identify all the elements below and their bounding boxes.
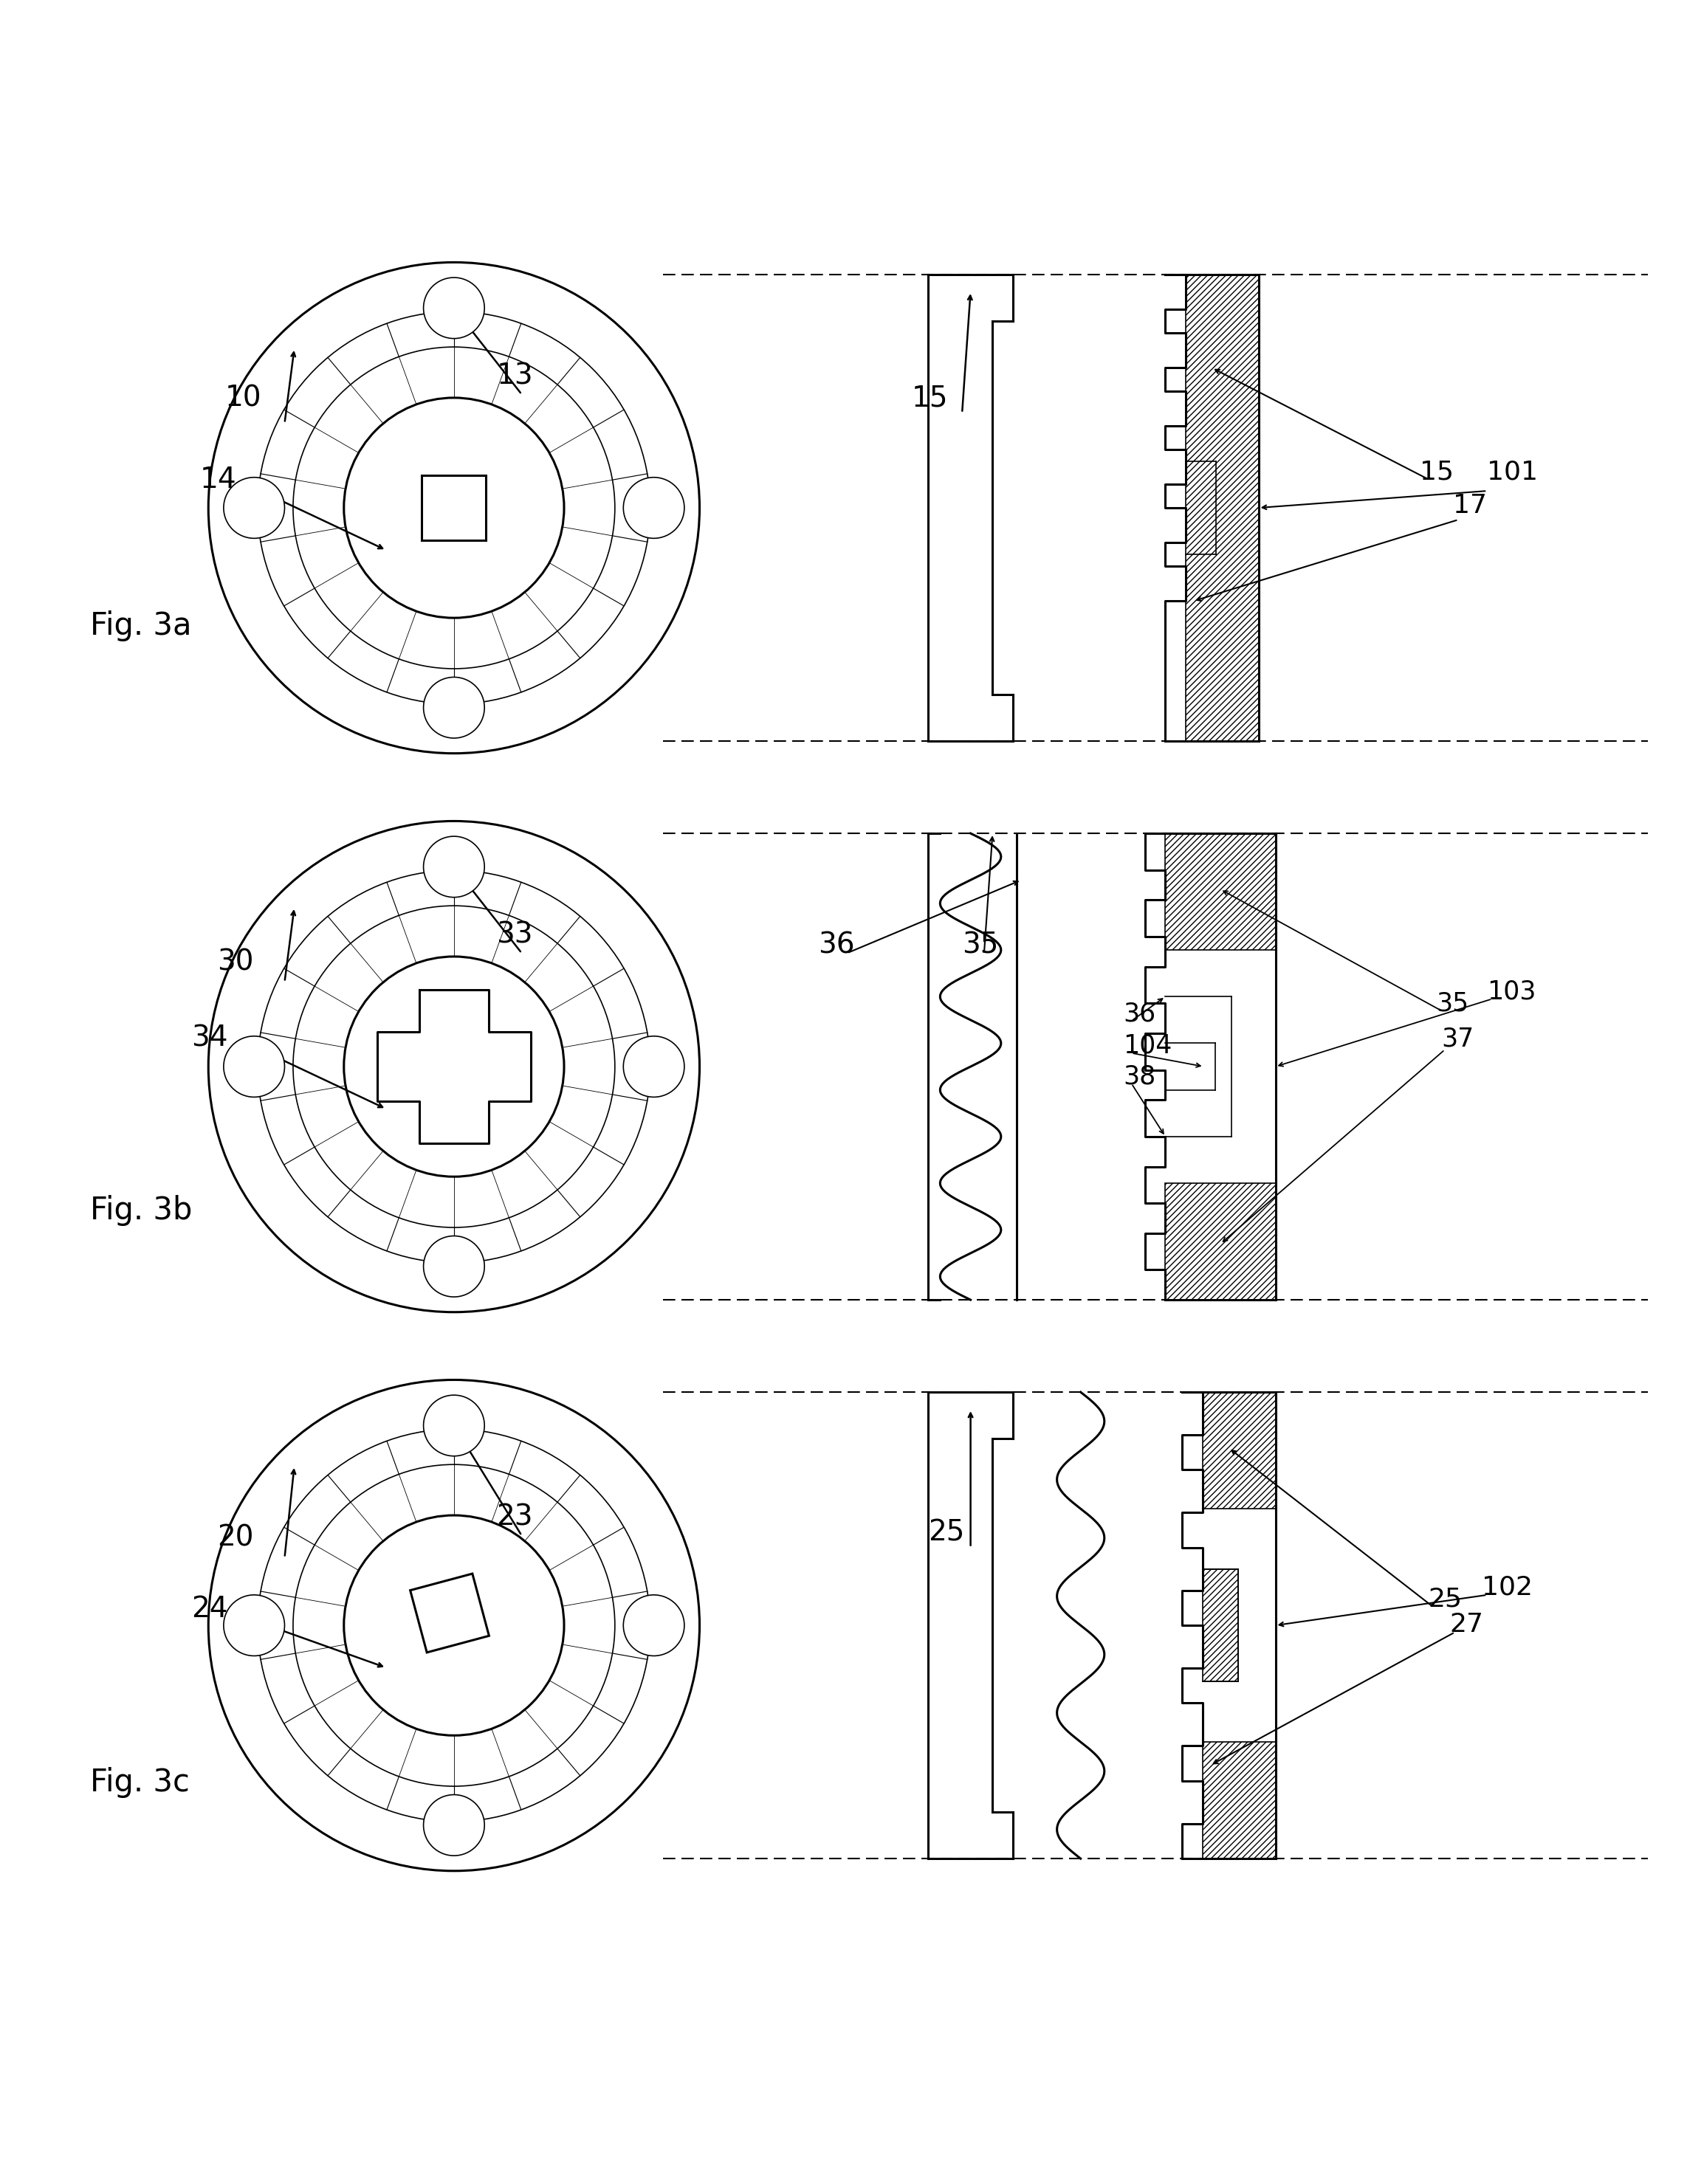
Circle shape [424,836,484,898]
Bar [1203,1391,1275,1509]
Bar [1203,1743,1275,1859]
Text: 13: 13 [496,363,533,391]
Text: 101: 101 [1488,459,1539,485]
Text: 35: 35 [963,930,999,959]
Text: 102: 102 [1482,1575,1534,1601]
Text: 15: 15 [1419,459,1454,485]
Bar [423,476,486,539]
Circle shape [424,677,484,738]
Text: 36: 36 [1123,1000,1155,1026]
Text: 14: 14 [199,465,237,494]
Text: 103: 103 [1488,978,1537,1005]
Circle shape [424,1396,484,1457]
Text: 10: 10 [225,384,262,413]
Circle shape [624,1035,685,1096]
Text: 104: 104 [1123,1033,1172,1059]
Bar [411,1575,489,1653]
Text: Fig. 3b: Fig. 3b [90,1195,193,1225]
Text: 38: 38 [1123,1064,1155,1088]
Text: Fig. 3c: Fig. 3c [90,1767,189,1797]
Text: 24: 24 [191,1594,228,1623]
Circle shape [223,1594,285,1655]
Bar [1203,1570,1239,1682]
Text: 37: 37 [1442,1026,1474,1051]
Text: 20: 20 [216,1524,254,1551]
Bar [1186,275,1259,740]
Circle shape [424,277,484,339]
Text: 15: 15 [912,384,947,413]
Text: 34: 34 [191,1024,228,1053]
Circle shape [624,1594,685,1655]
Text: Fig. 3a: Fig. 3a [90,612,191,642]
Circle shape [424,1795,484,1856]
Text: 25: 25 [1428,1588,1462,1612]
Circle shape [223,478,285,537]
Text: 27: 27 [1450,1612,1484,1638]
Text: 36: 36 [818,930,855,959]
Text: 25: 25 [929,1518,964,1546]
Text: 33: 33 [496,922,533,948]
Circle shape [624,478,685,537]
Circle shape [424,1236,484,1297]
Text: 17: 17 [1454,494,1488,518]
Text: 35: 35 [1436,992,1469,1016]
Text: 30: 30 [216,948,254,976]
Circle shape [223,1035,285,1096]
Bar [1166,1184,1275,1299]
Text: 23: 23 [496,1503,533,1531]
Bar [1166,834,1275,950]
